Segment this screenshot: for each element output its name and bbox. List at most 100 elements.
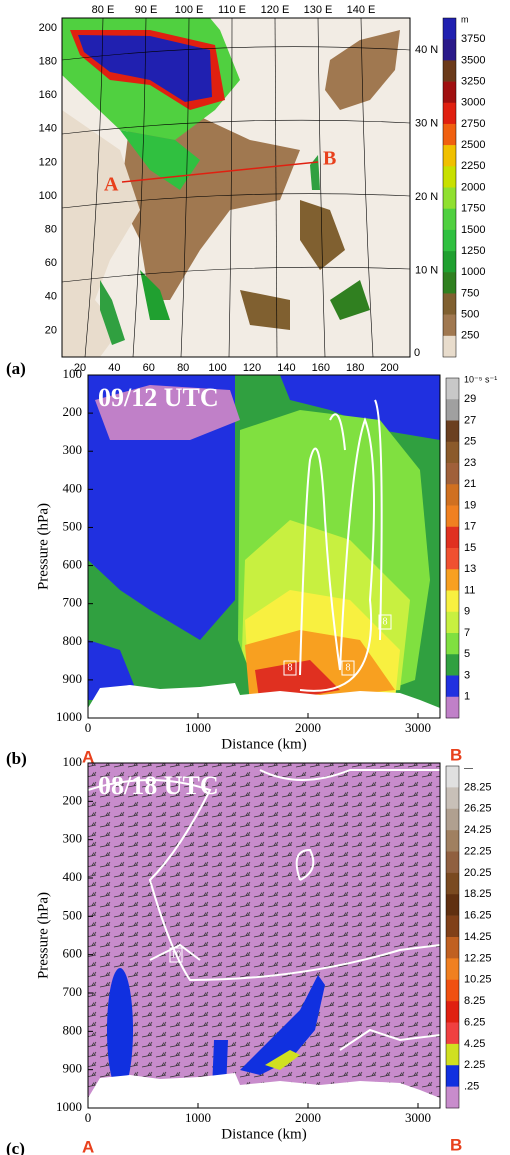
y-tick-label: 60 — [45, 257, 57, 269]
panel-label: (a) — [6, 359, 26, 378]
cross-section: 10 — [88, 763, 440, 1108]
colorbar-label: .25 — [464, 1081, 479, 1093]
latitude-label: 30 N — [415, 117, 438, 129]
longitude-label: 100 E — [175, 4, 204, 16]
colorbar-label: 18.25 — [464, 888, 492, 900]
y-tick-label: 500 — [63, 518, 83, 533]
y-axis-title: Pressure (hPa) — [35, 892, 51, 979]
colorbar-label: 25 — [464, 436, 476, 448]
colorbar-swatch — [443, 123, 456, 146]
y-tick-label: 700 — [63, 595, 83, 610]
end-label: A — [82, 1137, 94, 1155]
longitude-line — [132, 18, 147, 357]
field-region — [88, 640, 140, 700]
colorbar-label: 15 — [464, 542, 476, 554]
colorbar-swatch — [446, 526, 459, 549]
colorbar-swatch — [443, 145, 456, 167]
colorbar-label: 16.25 — [464, 910, 492, 922]
colorbar-swatch — [446, 654, 459, 676]
field-region — [325, 30, 400, 110]
y-tick-label: 200 — [63, 792, 83, 807]
x-axis-title: Distance (km) — [221, 1126, 306, 1142]
field-region — [107, 968, 133, 1092]
longitude-line — [274, 18, 278, 357]
field-region — [88, 375, 235, 640]
colorbar-label: 22.25 — [464, 845, 492, 857]
section-line — [121, 161, 319, 183]
x-axis-title: Distance (km) — [221, 736, 306, 752]
colorbar-swatch — [446, 399, 459, 421]
field-region — [88, 683, 440, 718]
colorbar-swatch — [446, 696, 459, 719]
colorbar-swatch — [446, 1022, 459, 1045]
longitude-line — [228, 18, 233, 357]
colorbar-swatch — [446, 808, 459, 831]
x-tick-label: 0 — [85, 1110, 92, 1125]
point-label: A — [104, 174, 119, 196]
colorbar-label: 10.25 — [464, 974, 492, 986]
colorbar-swatch — [443, 18, 456, 40]
colorbar-label: 6.25 — [464, 1016, 485, 1028]
cross-section: 8 8 8 — [88, 375, 440, 718]
plot-frame — [87, 762, 441, 1109]
latitude-label: 40 N — [415, 44, 438, 56]
end-label: B — [450, 1135, 462, 1154]
colorbar-swatch — [446, 937, 459, 959]
colorbar-swatch — [446, 590, 459, 613]
field-region — [62, 110, 140, 357]
colorbar-label: 26.25 — [464, 803, 492, 815]
contour-label-box — [169, 947, 183, 963]
colorbar-swatch — [443, 314, 456, 337]
colorbar-label: 23 — [464, 457, 476, 469]
colorbar-label: 3 — [464, 669, 470, 681]
colorbar-label: 750 — [461, 287, 479, 299]
field-region — [310, 155, 320, 190]
colorbar-swatch — [443, 208, 456, 231]
colorbar-label: 1250 — [461, 245, 485, 257]
y-axis-title: Pressure (hPa) — [35, 503, 51, 590]
contour-label: 10 — [171, 949, 181, 960]
plot-frame — [87, 374, 441, 719]
colorbar-label: 3500 — [461, 54, 485, 66]
colorbar-swatch — [446, 1065, 459, 1087]
colorbar-swatch — [443, 272, 456, 294]
colorbar-label: 28.25 — [464, 781, 492, 793]
y-tick-label: 80 — [45, 224, 57, 236]
colorbar-label: 8.25 — [464, 995, 485, 1007]
longitude-line — [360, 18, 374, 357]
colorbar-swatch — [446, 1001, 459, 1023]
latitude-line — [62, 266, 410, 283]
y-tick-label: 800 — [63, 1022, 83, 1037]
colorbar-swatch — [446, 441, 459, 464]
colorbar-label: 11 — [464, 584, 475, 596]
colorbar-label: 21 — [464, 478, 476, 490]
colorbar-swatch — [446, 548, 459, 570]
field-region — [95, 385, 240, 440]
longitude-label: 80 E — [92, 4, 115, 16]
y-tick-label: 100 — [63, 754, 83, 769]
y-tick-label: 800 — [63, 633, 83, 648]
y-tick-label: 160 — [39, 89, 57, 101]
y-tick-label: 900 — [63, 671, 83, 686]
field-region — [280, 375, 440, 440]
colorbar-label: 5 — [464, 648, 470, 660]
colorbar-swatch — [446, 851, 459, 874]
contour-label: 8 — [288, 662, 293, 673]
colorbar-swatch — [446, 979, 459, 1002]
longitude-label: 120 E — [261, 4, 290, 16]
colorbar-label: 1000 — [461, 266, 485, 278]
colorbar-swatch — [446, 894, 459, 916]
colorbar-label: 2250 — [461, 160, 485, 172]
y-tick-label: 500 — [63, 907, 83, 922]
colorbar-swatch — [446, 505, 459, 528]
y-tick-label: 1000 — [56, 1099, 82, 1114]
colorbar-unit: m — [461, 14, 469, 24]
colorbar-label: 14.25 — [464, 931, 492, 943]
x-tick-label: 2000 — [295, 1110, 321, 1125]
colorbar-swatch — [446, 1043, 459, 1066]
contour-line — [295, 848, 315, 881]
y-tick-label: 100 — [63, 366, 83, 381]
